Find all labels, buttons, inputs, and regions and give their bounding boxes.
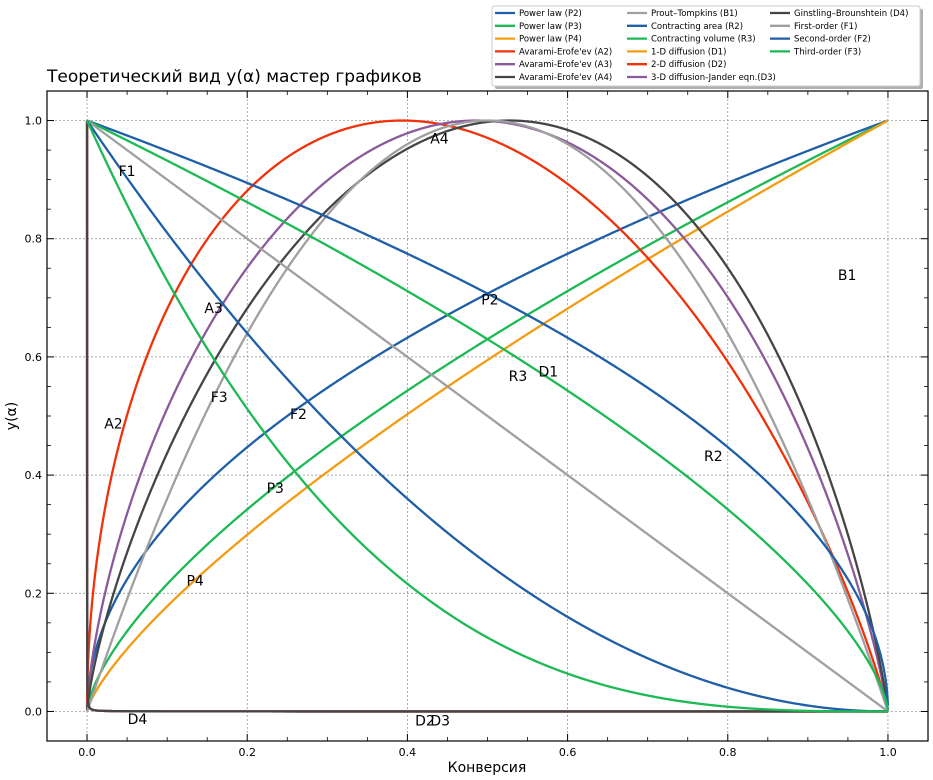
series-line-r2 [86, 119, 890, 706]
curve-annotation: P2 [481, 293, 498, 309]
x-tick-label: 1.0 [879, 746, 897, 759]
legend-label-p4: Power law (P4) [519, 35, 582, 45]
curve-annotation: R2 [704, 449, 723, 465]
series-line-d4 [85, 120, 888, 713]
legend-box [491, 5, 921, 87]
curve-annotation: P3 [267, 481, 284, 497]
y-tick-label: 0.4 [25, 469, 43, 482]
curve-annotation: A2 [104, 417, 122, 433]
curve-annotation: D4 [128, 712, 148, 728]
legend-label-d4: Ginstling–Brounshtein (D4) [794, 9, 908, 19]
legend-label-p3: Power law (P3) [519, 22, 582, 32]
series-line-f2 [86, 119, 888, 713]
series-line-a2 [85, 119, 889, 712]
x-axis-label: Конверсия [448, 760, 527, 776]
legend-label-a3: Avarami-Erofe'ev (A3) [519, 60, 612, 70]
x-tick-label: 0.8 [719, 746, 737, 759]
curves [85, 119, 890, 713]
curve-annotation: P4 [186, 573, 203, 589]
series-line-a4 [85, 119, 890, 712]
y-axis-label: y(α) [4, 402, 20, 430]
y-tick-label: 0.6 [25, 351, 43, 364]
curve-annotation: F3 [211, 390, 228, 406]
legend-label-f1: First-order (F1) [794, 22, 857, 32]
curve-annotation: R3 [509, 369, 528, 385]
x-tick-label: 0.0 [78, 746, 96, 759]
legend-label-d1: 1-D diffusion (D1) [651, 47, 726, 57]
x-tick-label: 0.2 [238, 746, 256, 759]
series-line-r3 [86, 119, 890, 711]
curve-annotation: A4 [430, 131, 449, 147]
curve-annotation: D1 [539, 365, 559, 381]
legend-label-r2: Contracting area (R2) [651, 22, 743, 32]
series-line-p4 [85, 119, 889, 712]
y-tick-label: 1.0 [25, 115, 43, 128]
legend-label-d2: 2-D diffusion (D2) [651, 60, 726, 70]
curve-annotation: D2 [415, 713, 435, 729]
legend-label-a4: Avarami-Erofe'ev (A4) [519, 73, 612, 83]
legend-label-f2: Second-order (F2) [794, 35, 871, 45]
legend-label-a2: Avarami-Erofe'ev (A2) [519, 47, 612, 57]
legend-label-r3: Contracting volume (R3) [651, 35, 756, 45]
curve-annotation: B1 [838, 268, 857, 284]
series-line-f3 [86, 119, 888, 713]
curve-annotation: F1 [119, 164, 136, 180]
legend-label-b1: Prout–Tompkins (B1) [651, 9, 738, 19]
legend-label-p2: Power law (P2) [519, 9, 582, 19]
axis-ticks: 0.0 0.0 0.2 0.2 0.4 0.4 0.6 0.6 0.8 0.8 1.0 1.0 [25, 90, 929, 759]
y-tick-label: 0.8 [25, 233, 43, 246]
legend-label-d3: 3-D diffusion-Jander eqn.(D3) [651, 73, 776, 83]
series-line-f1 [86, 119, 889, 713]
y-tick-label: 0.2 [25, 587, 43, 600]
series-line-b1 [85, 119, 889, 712]
series-line-p3 [85, 119, 889, 712]
curve-annotation: F2 [290, 407, 307, 423]
legend-label-f3: Third-order (F3) [793, 47, 861, 57]
curve-annotation: A3 [204, 301, 222, 317]
curve-annotation: D3 [430, 713, 450, 729]
x-tick-label: 0.6 [559, 746, 577, 759]
chart-title: Теоретический вид y(α) мастер графиков [46, 67, 422, 87]
y-tick-label: 0.0 [25, 705, 43, 718]
x-tick-label: 0.4 [399, 746, 417, 759]
legend: Power law (P2) Power law (P3) Power law (P… [491, 5, 923, 89]
